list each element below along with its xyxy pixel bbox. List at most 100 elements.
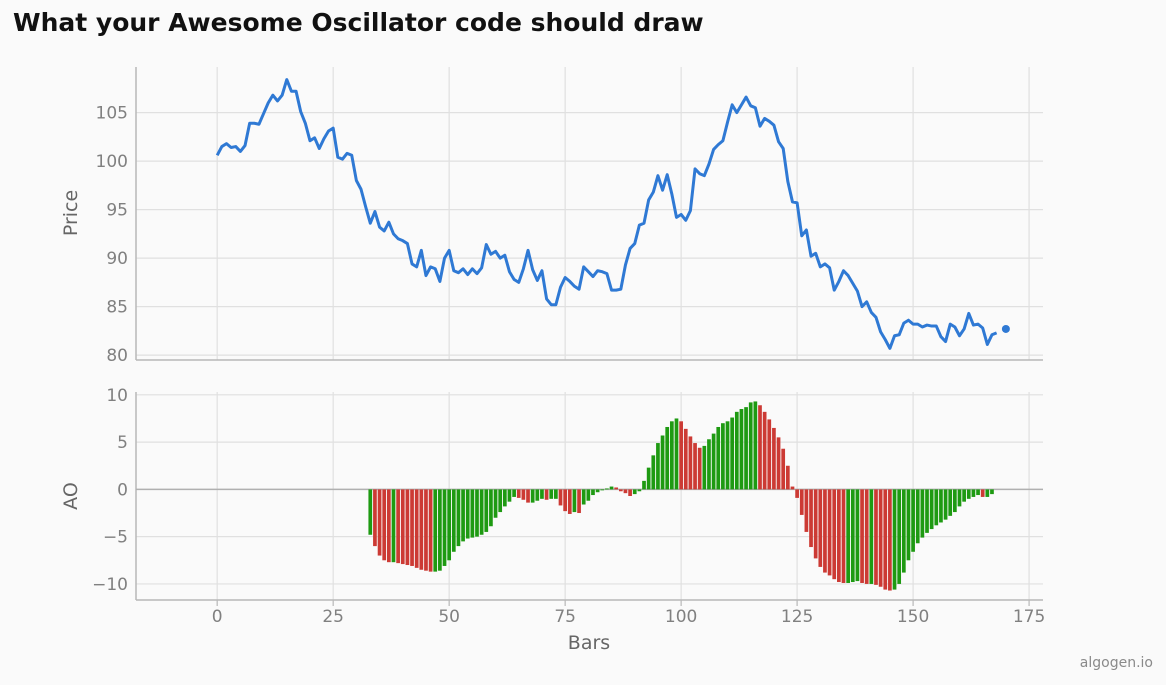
ao-bar xyxy=(702,445,707,490)
ao-bar xyxy=(790,486,795,490)
ao-bar xyxy=(962,489,966,502)
ao-bar xyxy=(614,487,619,490)
ao-bar xyxy=(549,489,554,499)
price-axis-label: Price xyxy=(60,190,82,236)
ao-bar xyxy=(451,489,456,552)
ao-bar xyxy=(428,489,433,572)
ao-bar xyxy=(897,489,902,584)
ao-bar xyxy=(600,489,605,491)
ao-bar xyxy=(433,489,438,572)
watermark: algogen.io xyxy=(1079,655,1153,671)
ao-bar xyxy=(892,489,897,590)
ao-bar xyxy=(386,489,391,563)
ao-bar xyxy=(707,439,711,490)
ao-bar xyxy=(725,421,730,490)
y-tick-label: 80 xyxy=(106,346,128,366)
ao-bar xyxy=(855,489,860,582)
ao-bar xyxy=(368,489,373,535)
ao-bar xyxy=(489,489,493,527)
ao-bar xyxy=(595,489,600,493)
ao-bar xyxy=(447,489,452,561)
ao-bar xyxy=(656,443,660,490)
ao-bar xyxy=(470,489,475,538)
ao-bar xyxy=(744,407,748,490)
ao-bar xyxy=(382,489,387,561)
ao-bar xyxy=(591,489,595,496)
ao-bar xyxy=(554,489,558,499)
ao-bar xyxy=(586,489,591,501)
y-tick-label: 105 xyxy=(96,104,128,124)
ao-bar xyxy=(846,489,850,583)
ao-bar xyxy=(966,489,971,499)
ao-bar xyxy=(465,489,470,539)
y-tick-label: 95 xyxy=(106,201,128,221)
ao-bar xyxy=(925,489,929,533)
ao-bar xyxy=(475,489,479,537)
y-tick-label: 100 xyxy=(96,152,128,172)
ao-bar xyxy=(521,489,526,500)
x-tick-label: 175 xyxy=(1013,607,1045,627)
ao-bar xyxy=(646,467,651,490)
ao-bar xyxy=(813,489,818,559)
ao-bar xyxy=(809,489,813,548)
ao-bar xyxy=(804,489,809,532)
ao-bar xyxy=(516,489,521,498)
ao-bar xyxy=(939,489,943,523)
ao-bar xyxy=(976,489,980,496)
ao-bar xyxy=(502,489,507,507)
ao-bar xyxy=(971,489,976,497)
ao-bar xyxy=(911,489,915,552)
ao-bar xyxy=(410,489,414,566)
price-panel: 80 85 90 95 100 105 xyxy=(96,67,1043,366)
ao-bar xyxy=(567,489,572,514)
ao-bar xyxy=(776,437,781,490)
ao-bar xyxy=(934,489,939,526)
ao-bar xyxy=(396,489,400,564)
ao-bar xyxy=(572,489,577,513)
ao-bar xyxy=(660,435,665,490)
y-tick-label: 0 xyxy=(117,480,128,500)
ao-bar xyxy=(642,480,646,490)
ao-bar xyxy=(507,489,512,502)
ao-bar xyxy=(864,489,869,584)
ao-bar xyxy=(748,402,753,490)
ao-bar xyxy=(785,465,790,490)
ao-bar xyxy=(512,489,516,497)
ao-bar xyxy=(901,489,906,573)
ao-bar xyxy=(758,405,762,490)
ao-bar xyxy=(623,489,628,494)
ao-bar xyxy=(405,489,410,566)
ao-bar xyxy=(377,489,382,556)
ao-bar xyxy=(697,447,702,490)
ao-bar xyxy=(632,489,637,495)
ao-bar xyxy=(456,489,461,547)
y-tick-label: −5 xyxy=(103,528,128,548)
ao-bar xyxy=(683,428,688,490)
ao-bar xyxy=(739,409,744,490)
ao-bar xyxy=(674,418,679,490)
y-tick-label: 5 xyxy=(117,433,128,453)
ao-bar xyxy=(915,489,920,544)
x-tick-label: 50 xyxy=(438,607,460,627)
ao-bar xyxy=(628,489,632,496)
ao-bar xyxy=(535,489,540,501)
ao-bar xyxy=(400,489,405,565)
ao-bar xyxy=(493,489,498,518)
ao-bar xyxy=(693,443,697,490)
x-tick-label: 150 xyxy=(897,607,929,627)
ao-bar xyxy=(581,489,586,505)
y-tick-label: 10 xyxy=(106,386,128,406)
ao-bar xyxy=(526,489,530,503)
ao-bar xyxy=(957,489,962,507)
ao-bar xyxy=(772,427,776,490)
ao-bar xyxy=(688,436,693,490)
x-tick-label: 100 xyxy=(665,607,697,627)
ao-bar xyxy=(563,489,567,512)
ao-bar xyxy=(832,489,837,580)
ao-bar xyxy=(943,489,948,520)
ao-bar xyxy=(721,423,725,490)
ao-bar xyxy=(767,419,772,490)
ao-bar xyxy=(837,489,841,583)
ao-bar xyxy=(438,489,442,571)
